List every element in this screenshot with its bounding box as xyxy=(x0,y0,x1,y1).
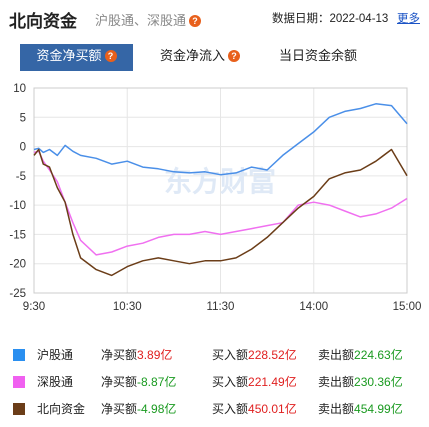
legend-buy: 买入额450.01亿 xyxy=(212,398,297,420)
northbound-flow-chart[interactable]: 10 5 0 -5 -10 -15 -20 -259:30 10:30 11:30 14:00 15:… xyxy=(0,80,429,320)
tab-bar: 资金净买额? 资金净流入? 当日资金余额 xyxy=(0,44,429,72)
net-buy-value: -4.98亿 xyxy=(137,402,177,416)
legend-row: 沪股通 净买额3.89亿 买入额228.52亿 卖出额224.63亿 xyxy=(0,344,429,366)
y-tick-label: -15 xyxy=(9,229,26,241)
sell-label: 卖出额 xyxy=(318,348,355,362)
net-buy-value: -8.87亿 xyxy=(137,375,177,389)
sell-value: 454.99亿 xyxy=(354,402,403,416)
legend-buy: 买入额221.49亿 xyxy=(212,371,297,393)
buy-value: 228.52亿 xyxy=(248,348,297,362)
plot-frame xyxy=(33,87,408,294)
y-tick-label: -10 xyxy=(9,200,26,212)
legend-row: 北向资金 净买额-4.98亿 买入额450.01亿 卖出额454.99亿 xyxy=(0,398,429,420)
y-tick-label: -20 xyxy=(9,259,26,271)
legend-net-buy: 净买额-4.98亿 xyxy=(101,398,176,420)
net-buy-label: 净买额 xyxy=(101,375,138,389)
legend-net-buy: 净买额3.89亿 xyxy=(101,344,172,366)
sell-value: 224.63亿 xyxy=(354,348,403,362)
subtitle-text: 沪股通、深股通 xyxy=(95,13,187,28)
tab-daily-balance[interactable]: 当日资金余额 xyxy=(268,44,368,68)
tab-net-inflow[interactable]: 资金净流入? xyxy=(150,44,250,68)
more-link[interactable]: 更多 xyxy=(397,13,420,25)
help-icon[interactable]: ? xyxy=(189,15,202,27)
header: 北向资金 沪股通、深股通? 数据日期：2022-04-13 更多 xyxy=(0,0,429,34)
legend-swatch xyxy=(13,403,25,415)
legend-net-buy: 净买额-8.87亿 xyxy=(101,371,176,393)
legend-series-name: 沪股通 xyxy=(37,348,74,362)
watermark: 东方财富 xyxy=(164,165,276,198)
legend-sell: 卖出额230.36亿 xyxy=(318,371,403,393)
legend-row: 深股通 净买额-8.87亿 买入额221.49亿 卖出额230.36亿 xyxy=(0,371,429,393)
series-line-shenzhen xyxy=(33,150,408,256)
sell-label: 卖出额 xyxy=(318,402,355,416)
buy-value: 450.01亿 xyxy=(248,402,297,416)
help-icon[interactable]: ? xyxy=(104,50,117,62)
legend-sell: 卖出额454.99亿 xyxy=(318,398,403,420)
x-tick-label: 10:30 xyxy=(113,301,142,313)
page-subtitle: 沪股通、深股通? xyxy=(95,10,202,29)
y-tick-label: 5 xyxy=(20,112,26,124)
legend-buy: 买入额228.52亿 xyxy=(212,344,297,366)
active-tab-underline xyxy=(20,68,133,71)
legend-swatch xyxy=(13,349,25,361)
sell-value: 230.36亿 xyxy=(354,375,403,389)
page-title: 北向资金 xyxy=(9,12,77,31)
y-tick-label: -25 xyxy=(9,288,26,300)
tab-net-inflow-label: 资金净流入 xyxy=(159,48,225,63)
net-buy-value: 3.89亿 xyxy=(137,348,173,362)
net-buy-label: 净买额 xyxy=(101,348,138,362)
tab-net-buy-label: 资金净买额 xyxy=(36,48,102,63)
buy-value: 221.49亿 xyxy=(248,375,297,389)
legend-series-name: 北向资金 xyxy=(37,402,86,416)
buy-label: 买入额 xyxy=(212,348,249,362)
help-icon[interactable]: ? xyxy=(228,50,240,62)
net-buy-label: 净买额 xyxy=(101,402,138,416)
data-date-label: 数据日期：2022-04-13 xyxy=(272,13,389,25)
x-tick-label: 11:30 xyxy=(207,301,235,313)
legend-swatch xyxy=(13,376,25,388)
x-tick-label: 15:00 xyxy=(393,301,422,313)
series-line-northbound xyxy=(33,148,408,277)
sell-label: 卖出额 xyxy=(318,375,355,389)
x-tick-label: 14:00 xyxy=(299,301,328,313)
y-tick-label: 0 xyxy=(20,142,26,154)
legend-series-name: 深股通 xyxy=(37,375,74,389)
y-tick-label: 10 xyxy=(13,83,26,95)
buy-label: 买入额 xyxy=(212,402,249,416)
series-line-shanghai xyxy=(33,103,408,176)
tab-daily-balance-label: 当日资金余额 xyxy=(278,48,357,63)
buy-label: 买入额 xyxy=(212,375,249,389)
tab-net-buy[interactable]: 资金净买额? xyxy=(20,44,133,68)
x-tick-label: 9:30 xyxy=(23,301,45,313)
y-tick-label: -5 xyxy=(16,171,26,183)
legend-sell: 卖出额224.63亿 xyxy=(318,344,403,366)
